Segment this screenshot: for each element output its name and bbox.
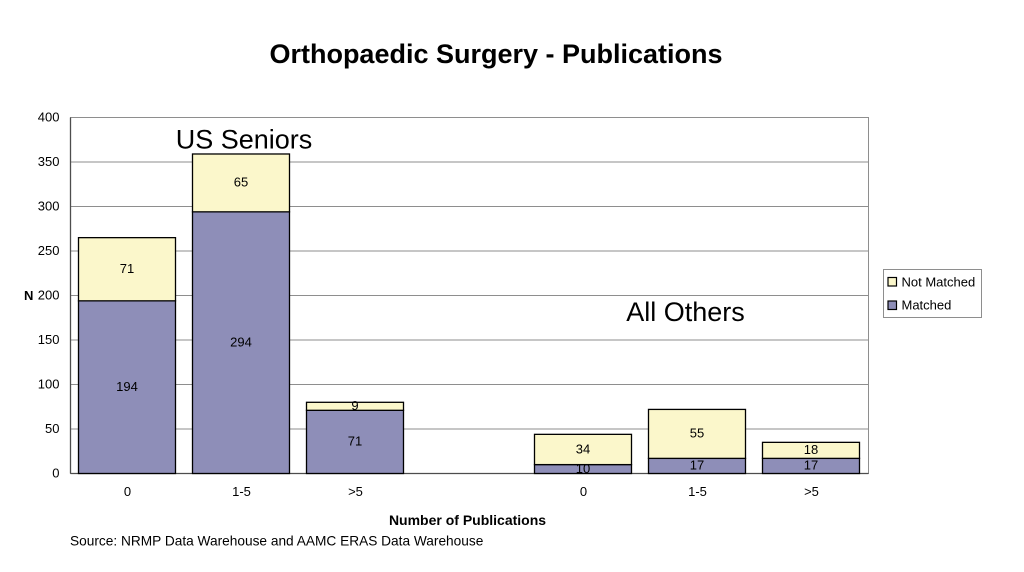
svg-text:71: 71: [348, 434, 362, 449]
svg-text:0: 0: [52, 466, 59, 481]
svg-text:400: 400: [38, 110, 60, 125]
svg-text:Not Matched: Not Matched: [902, 274, 976, 289]
svg-text:All Others: All Others: [626, 297, 745, 327]
svg-text:0: 0: [580, 484, 587, 499]
svg-text:>5: >5: [348, 484, 363, 499]
svg-text:50: 50: [45, 421, 59, 436]
svg-text:200: 200: [38, 288, 60, 303]
svg-text:10: 10: [576, 461, 590, 476]
svg-text:65: 65: [234, 175, 248, 190]
svg-text:Orthopaedic Surgery - Publicat: Orthopaedic Surgery - Publications: [269, 39, 722, 69]
svg-text:250: 250: [38, 243, 60, 258]
svg-text:34: 34: [576, 441, 590, 456]
svg-text:9: 9: [351, 398, 358, 413]
svg-text:Source: NRMP Data Warehouse an: Source: NRMP Data Warehouse and AAMC ERA…: [70, 534, 483, 549]
svg-text:1-5: 1-5: [688, 484, 707, 499]
svg-text:55: 55: [690, 426, 704, 441]
svg-text:0: 0: [124, 484, 131, 499]
svg-text:Matched: Matched: [902, 298, 952, 313]
svg-text:18: 18: [804, 442, 818, 457]
svg-text:194: 194: [116, 379, 138, 394]
svg-text:1-5: 1-5: [232, 484, 251, 499]
svg-text:>5: >5: [804, 484, 819, 499]
svg-text:US Seniors: US Seniors: [176, 125, 313, 155]
svg-text:100: 100: [38, 377, 60, 392]
svg-text:N: N: [24, 288, 33, 303]
svg-text:300: 300: [38, 199, 60, 214]
svg-text:17: 17: [690, 458, 704, 473]
svg-text:294: 294: [230, 335, 252, 350]
svg-text:71: 71: [120, 261, 134, 276]
svg-text:150: 150: [38, 332, 60, 347]
svg-text:17: 17: [804, 458, 818, 473]
svg-text:350: 350: [38, 154, 60, 169]
svg-text:Number of Publications: Number of Publications: [389, 512, 546, 528]
